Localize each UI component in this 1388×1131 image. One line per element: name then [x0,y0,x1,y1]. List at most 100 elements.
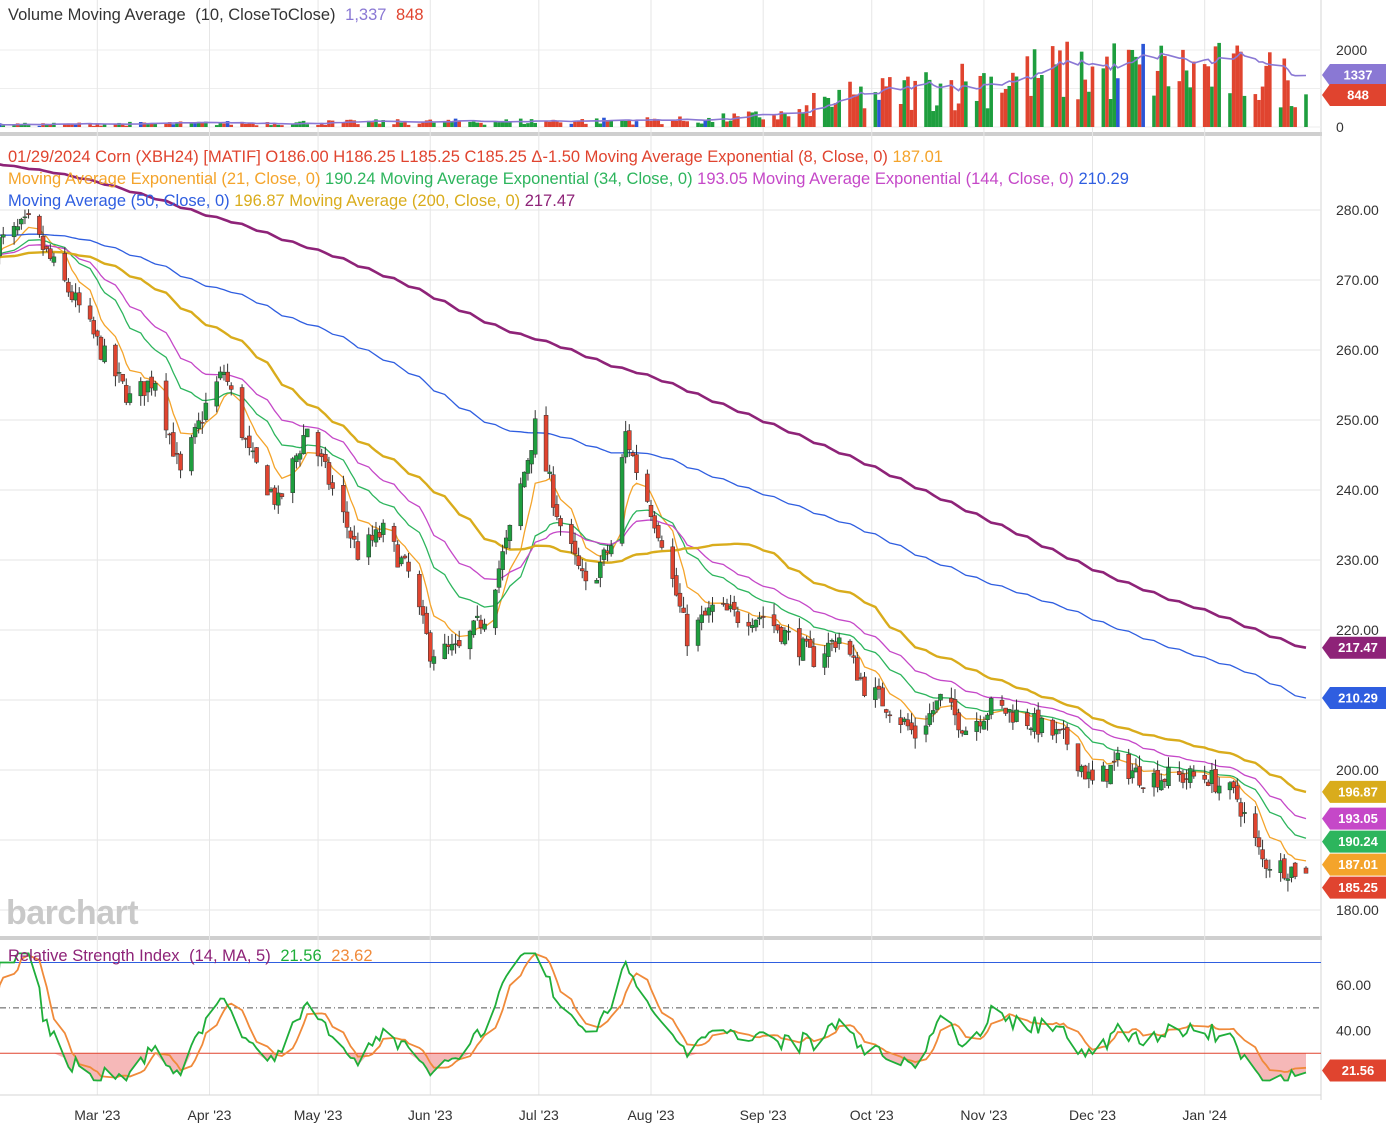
candle [594,578,599,584]
candle [963,726,969,736]
volume-bar [1181,49,1185,128]
volume-bar [1202,64,1207,127]
volume-bar [1090,66,1095,127]
volume-bar [725,121,729,127]
volume-bar [153,123,158,127]
rsi-ma-line [0,952,1307,1079]
candle [239,384,245,441]
rsi-title: Relative Strength Index [8,947,180,965]
volume-bar [1101,68,1106,127]
volume-bar [721,113,726,127]
candle-body [178,453,183,471]
volume-bar [442,121,447,127]
volume-bar [48,124,53,127]
price-tick-label: 280.00 [1336,202,1379,218]
candle [493,588,498,635]
volume-bar [1029,95,1033,127]
volume-bar [356,124,360,127]
price-header-segment: Moving Average Exponential (144, Close, … [748,170,1079,188]
candle-body [753,619,759,628]
candle-body [449,643,455,651]
volume-bar [982,73,986,127]
candle [1292,861,1298,880]
volume-bar [978,75,983,127]
candle-body [113,344,118,377]
candle-body [391,526,397,542]
candle [1238,797,1244,827]
candle-body [507,524,513,541]
candle [1242,802,1247,824]
candle-body [594,579,599,584]
badge-shape [1322,853,1386,876]
candle [674,567,679,597]
volume-bar [620,120,624,127]
volume-bar [801,112,805,127]
candle-body [829,640,835,642]
volume-bar [91,125,96,127]
candle [496,560,502,594]
candle-body [475,615,480,618]
candle [391,522,397,552]
candle [710,597,715,623]
candle-body [988,698,994,715]
candle [152,380,158,397]
volume-bar [547,121,552,127]
volume-bar [424,120,429,127]
volume-bar [1242,95,1247,127]
candle-body [40,235,46,250]
candle [608,540,614,557]
candle [442,633,447,660]
candle-body [496,568,502,588]
volume-price-separator[interactable] [0,132,1322,136]
volume-bar [200,122,205,127]
volume-bar [1126,49,1131,127]
price-rsi-separator[interactable] [0,936,1322,940]
candle [522,471,527,488]
candle-body [482,623,487,630]
volume-bar [859,86,863,127]
volume-bar [594,118,599,127]
candle [279,492,285,500]
volume-bar [913,80,917,127]
volume-bar [294,122,299,127]
candle-body [1256,837,1262,848]
badge-shape [1322,876,1386,899]
candle-body [851,655,856,658]
volume-bar [66,123,71,127]
candle [826,632,831,668]
candlesticks[interactable] [0,209,1309,892]
candle [695,617,701,652]
candle [927,703,932,727]
candle-body [800,638,806,661]
volume-bar [652,118,657,127]
candle-body [48,248,53,259]
candle-body [887,714,893,717]
x-axis-month-label: Dec '23 [1069,1107,1116,1123]
candle-body [532,418,538,455]
ema-144-line [0,233,1307,699]
candle-body [500,551,505,570]
candle [482,618,487,632]
volume-bar [678,116,682,127]
candle [500,544,505,581]
volume-bar [1213,46,1218,128]
candle [40,225,46,256]
rsi-line [0,952,1307,1083]
candle [988,696,994,720]
volume-bar [1177,81,1182,127]
rsi-header: Relative Strength Index (14, MA, 5) 21.5… [8,947,373,965]
volume-bar [19,124,24,127]
candle-body [22,216,28,219]
volume-bar [381,120,386,127]
price-header-segment: 01/29/2024 Corn (XBH24) [MATIF] O186.00 … [8,148,580,166]
candle [757,611,762,626]
candle [1155,760,1160,793]
candle-body [873,687,878,700]
volume-bar [569,123,574,127]
candle-body [1263,859,1269,869]
badge-label: 196.87 [1338,784,1378,799]
volume-bar [1025,56,1030,127]
candle-body [572,540,578,555]
candle-body [981,720,987,730]
candle [1282,854,1287,881]
